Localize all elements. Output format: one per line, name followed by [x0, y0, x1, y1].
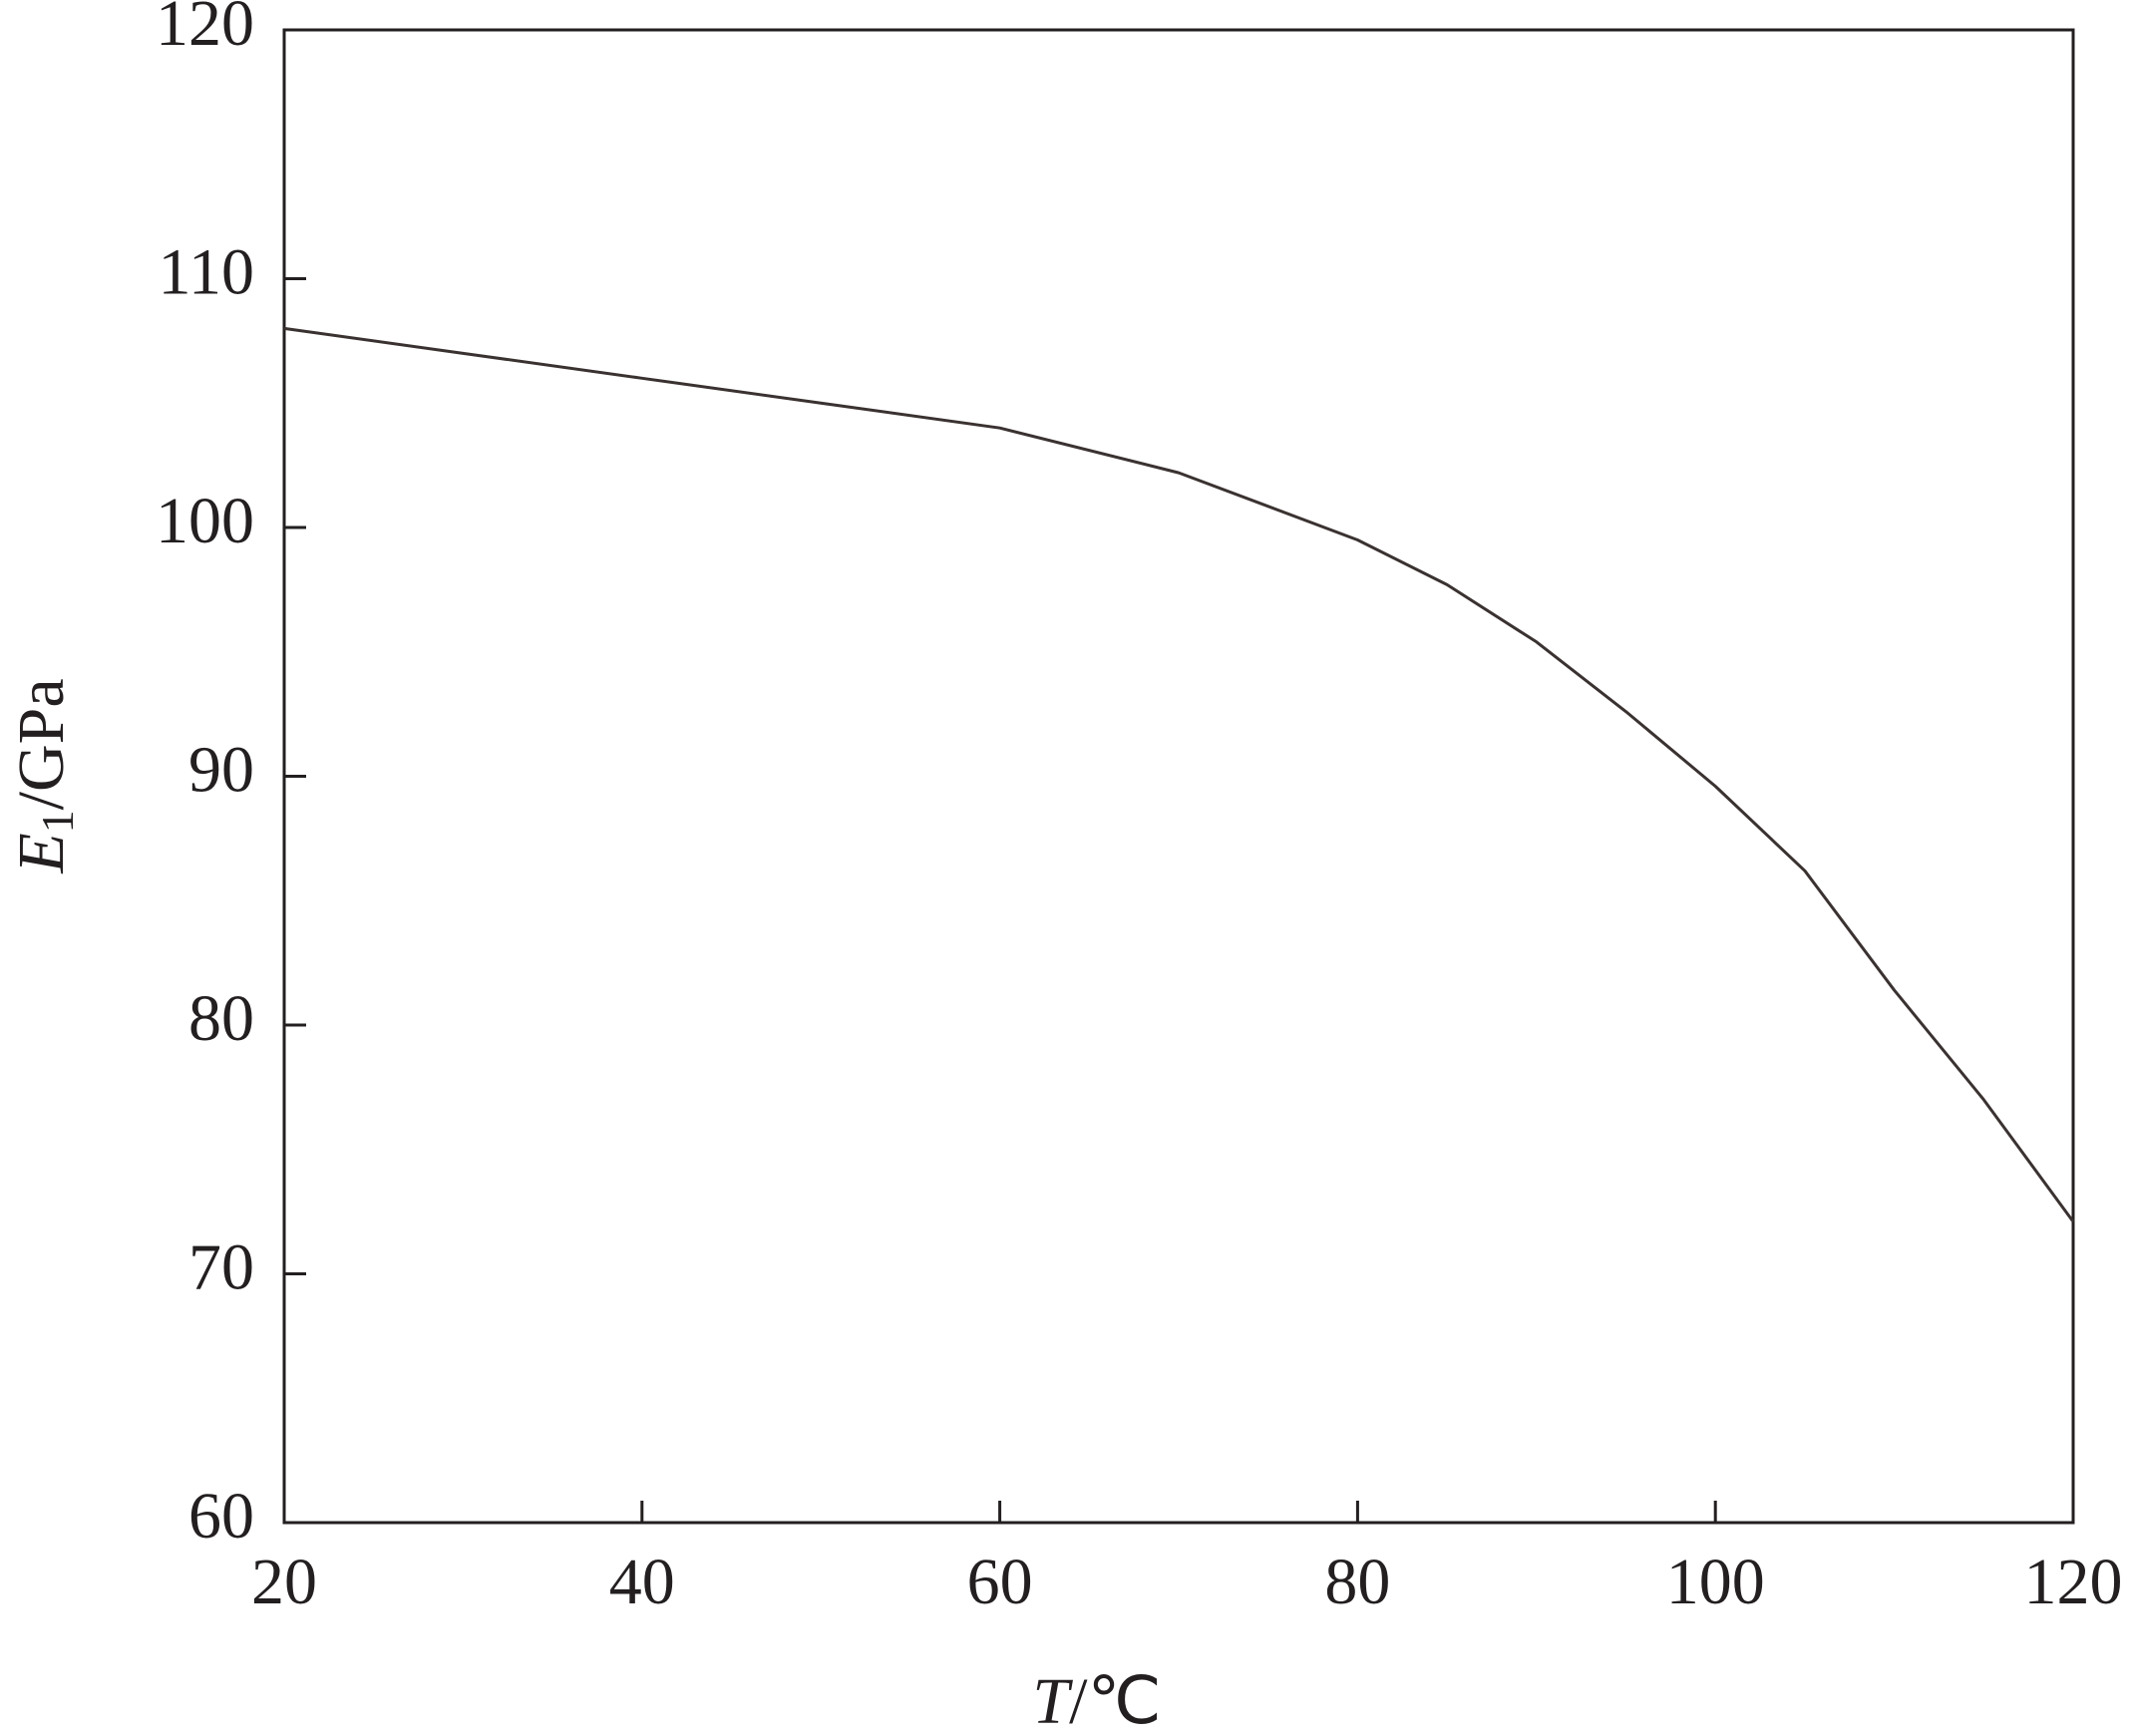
x-label-symbol: T: [1032, 1665, 1073, 1736]
x-label-unit: /℃: [1069, 1665, 1161, 1736]
x-axis-label: T/℃: [1032, 1665, 1161, 1736]
y-tick-label: 90: [188, 734, 254, 807]
y-tick-label: 120: [156, 0, 254, 60]
y-tick-label: 80: [188, 982, 254, 1055]
x-tick-label: 120: [2024, 1546, 2123, 1618]
x-tick-label: 40: [609, 1546, 675, 1618]
x-tick-label: 80: [1324, 1546, 1390, 1618]
x-tick-label: 20: [251, 1546, 317, 1618]
y-label-symbol: E: [5, 833, 78, 873]
y-tick-label: 100: [156, 485, 254, 557]
plot-frame: [282, 28, 2075, 1525]
x-tick-label: 60: [967, 1546, 1033, 1618]
y-tick-label: 70: [188, 1231, 254, 1304]
y-tick-label: 60: [188, 1480, 254, 1553]
y-label-unit: /GPa: [5, 678, 78, 810]
y-tick-label: 110: [158, 236, 254, 309]
x-tick-label: 100: [1666, 1546, 1765, 1618]
y-label-subscript: 1: [32, 810, 83, 833]
y-axis-label: E1/GPa: [5, 678, 82, 873]
data-line: [283, 326, 2075, 1222]
